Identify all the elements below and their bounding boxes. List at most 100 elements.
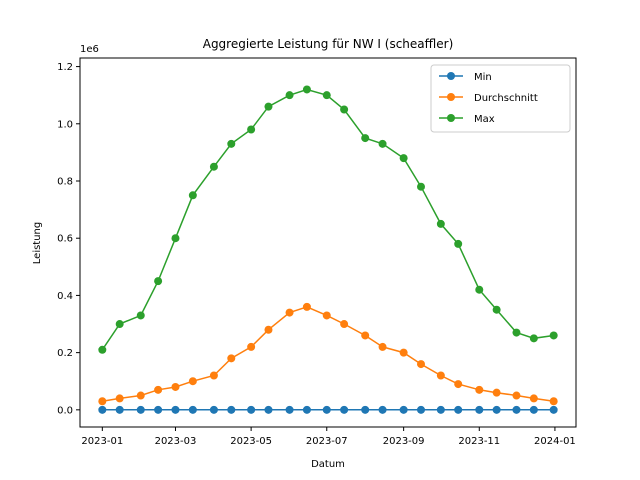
- data-point-durchschnitt: [188, 377, 197, 386]
- data-point-max: [436, 219, 445, 228]
- data-point-durchschnitt: [98, 397, 107, 406]
- y-axis: 0.0 0.2 0.4 0.6 0.8 1.0 1.2: [57, 62, 80, 416]
- data-point-max: [361, 134, 370, 143]
- y-tick-label: 0.4: [57, 291, 73, 302]
- legend-label-max: Max: [474, 114, 495, 125]
- data-point-min: [98, 405, 107, 414]
- legend-marker-min: [447, 72, 455, 80]
- data-point-max: [285, 91, 294, 100]
- x-tick-label: 2023-09: [383, 436, 425, 447]
- y-axis-label: Leistung: [32, 222, 43, 264]
- data-point-max: [512, 328, 521, 337]
- data-point-min: [247, 405, 256, 414]
- legend-marker-max: [447, 114, 455, 122]
- data-point-max: [475, 285, 484, 294]
- data-point-max: [399, 154, 408, 163]
- series-min: [98, 405, 558, 414]
- data-point-max: [98, 345, 107, 354]
- data-point-min: [549, 405, 558, 414]
- legend-label-durchschnitt: Durchschnitt: [474, 93, 538, 104]
- data-point-durchschnitt: [171, 382, 180, 391]
- data-point-durchschnitt: [492, 388, 501, 397]
- data-point-durchschnitt: [322, 311, 331, 320]
- x-tick-label: 2023-03: [155, 436, 197, 447]
- data-point-durchschnitt: [285, 308, 294, 317]
- data-point-min: [512, 405, 521, 414]
- data-point-durchschnitt: [512, 391, 521, 400]
- data-point-min: [475, 405, 484, 414]
- data-point-durchschnitt: [209, 371, 218, 380]
- data-point-max: [171, 234, 180, 243]
- x-tick-label: 2023-07: [306, 436, 348, 447]
- data-point-min: [285, 405, 294, 414]
- data-point-min: [361, 405, 370, 414]
- data-point-durchschnitt: [302, 302, 311, 311]
- data-point-min: [227, 405, 236, 414]
- series-durchschnitt: [98, 302, 558, 406]
- data-point-max: [417, 182, 425, 191]
- data-point-min: [188, 405, 197, 414]
- data-point-min: [209, 405, 218, 414]
- data-point-max: [322, 91, 331, 100]
- data-point-durchschnitt: [154, 385, 163, 394]
- data-point-min: [302, 405, 311, 414]
- data-point-min: [171, 405, 180, 414]
- series-max: [98, 85, 558, 354]
- data-point-min: [454, 405, 463, 414]
- y-tick-label: 1.2: [57, 62, 73, 73]
- data-point-min: [322, 405, 331, 414]
- data-point-max: [549, 331, 558, 340]
- data-point-min: [340, 405, 349, 414]
- data-point-max: [454, 239, 463, 248]
- data-point-max: [492, 305, 501, 314]
- series-layer: [98, 85, 558, 414]
- data-point-max: [188, 191, 197, 200]
- data-point-durchschnitt: [549, 397, 558, 406]
- y-tick-label: 0.2: [57, 348, 73, 359]
- data-point-min: [154, 405, 163, 414]
- data-point-durchschnitt: [264, 325, 273, 334]
- data-point-durchschnitt: [378, 342, 387, 351]
- data-point-durchschnitt: [529, 394, 538, 403]
- data-point-durchschnitt: [247, 342, 256, 351]
- legend: Min Durchschnitt Max: [430, 64, 571, 133]
- x-tick-label: 2023-01: [81, 436, 123, 447]
- data-point-min: [136, 405, 145, 414]
- data-point-max: [529, 334, 538, 343]
- y-tick-label: 1.0: [57, 119, 73, 130]
- x-axis-label: Datum: [311, 459, 345, 470]
- legend-box: [430, 64, 571, 133]
- data-point-min: [492, 405, 501, 414]
- data-point-max: [115, 320, 124, 329]
- legend-marker-durchschnitt: [447, 93, 455, 101]
- data-point-durchschnitt: [454, 380, 463, 389]
- data-point-durchschnitt: [340, 320, 349, 329]
- data-point-max: [227, 139, 236, 148]
- data-point-durchschnitt: [136, 391, 145, 400]
- y-offset-label: 1e6: [80, 44, 99, 55]
- data-point-max: [136, 311, 145, 320]
- y-tick-label: 0.8: [57, 177, 73, 188]
- y-tick-label: 0.0: [57, 405, 73, 416]
- data-point-durchschnitt: [115, 394, 124, 403]
- data-point-durchschnitt: [361, 331, 370, 340]
- data-point-max: [378, 139, 387, 148]
- data-point-min: [417, 405, 425, 414]
- chart-title: Aggregierte Leistung für NW I (scheaffle…: [203, 37, 454, 51]
- y-tick-label: 0.6: [57, 234, 73, 245]
- data-point-durchschnitt: [399, 348, 408, 357]
- x-tick-label: 2023-11: [458, 436, 500, 447]
- x-tick-label: 2023-05: [230, 436, 272, 447]
- data-point-min: [378, 405, 387, 414]
- data-point-durchschnitt: [417, 360, 425, 369]
- data-point-min: [529, 405, 538, 414]
- x-axis: 2023-01 2023-03 2023-05 2023-07 2023-09 2023-…: [81, 427, 576, 447]
- data-point-max: [209, 162, 218, 171]
- data-point-max: [154, 277, 163, 286]
- data-point-max: [247, 125, 256, 134]
- data-point-durchschnitt: [475, 385, 484, 394]
- data-point-max: [264, 102, 273, 111]
- data-point-max: [302, 85, 311, 94]
- x-tick-label: 2024-01: [534, 436, 576, 447]
